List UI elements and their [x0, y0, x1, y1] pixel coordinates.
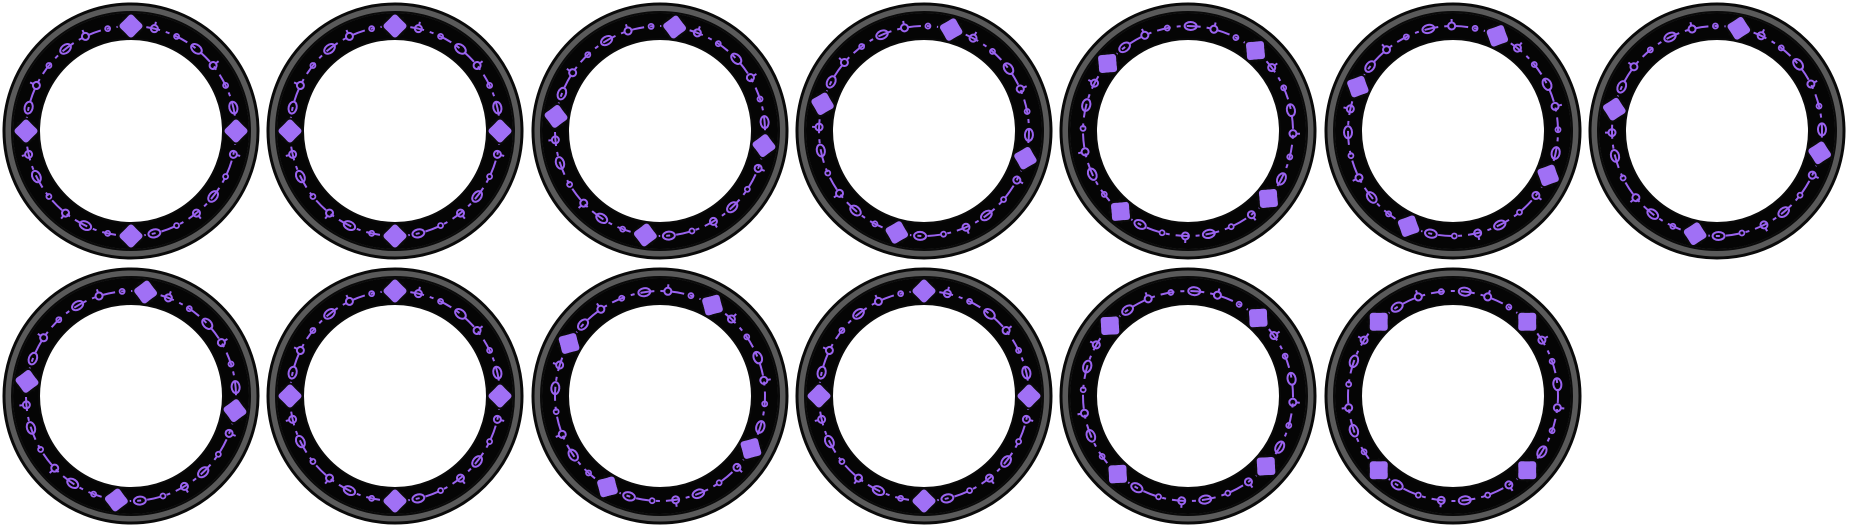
ring-graphic	[1324, 267, 1582, 525]
gem-icon	[276, 117, 304, 145]
magic-ring-sprite	[0, 265, 262, 527]
gem-icon	[661, 13, 689, 41]
gem-icon	[1395, 213, 1422, 239]
gem-icon	[1600, 95, 1628, 123]
ring-graphic	[266, 2, 524, 260]
magic-ring-sprite	[1322, 265, 1584, 527]
gem-icon	[1514, 457, 1541, 484]
magic-ring-sprite	[793, 0, 1055, 262]
gem-icon	[1484, 23, 1511, 49]
ring-graphic	[1059, 267, 1317, 525]
ring-graphic	[795, 2, 1053, 260]
gem-icon	[750, 132, 778, 160]
gem-icon	[910, 487, 938, 515]
gem-icon	[883, 219, 911, 246]
gem-icon	[1514, 308, 1541, 335]
magic-ring-sprite	[264, 265, 526, 527]
gem-icon	[1096, 312, 1123, 339]
gem-icon	[1242, 37, 1269, 64]
gem-icon	[12, 117, 40, 145]
gem-icon	[221, 397, 249, 425]
gem-icon	[738, 435, 764, 462]
gem-icon	[699, 292, 726, 318]
ring-graphic	[795, 267, 1053, 525]
gem-icon	[1255, 185, 1282, 212]
gem-icon	[594, 474, 621, 500]
gem-icon	[486, 382, 514, 410]
ring-graphic	[2, 2, 260, 260]
gem-icon	[381, 12, 409, 40]
gem-icon	[1253, 453, 1280, 480]
gem-icon	[556, 330, 582, 357]
gem-icon	[805, 382, 833, 410]
ring-graphic	[2, 267, 260, 525]
ring-graphic	[1059, 2, 1317, 260]
ring-graphic	[531, 2, 789, 260]
gem-icon	[1015, 382, 1043, 410]
gem-icon	[13, 367, 41, 395]
gem-icon	[132, 278, 160, 306]
gem-icon	[117, 12, 145, 40]
gem-icon	[1345, 73, 1371, 100]
magic-ring-sprite	[264, 0, 526, 262]
gem-icon	[117, 222, 145, 250]
magic-ring-sprite	[1057, 265, 1319, 527]
gem-icon	[381, 222, 409, 250]
gem-icon	[1107, 198, 1134, 225]
gem-icon	[1806, 139, 1834, 167]
magic-ring-sprite	[529, 0, 791, 262]
ring-graphic	[531, 267, 789, 525]
magic-ring-sprite	[0, 0, 262, 262]
gem-icon	[1365, 457, 1392, 484]
gem-icon	[937, 16, 965, 43]
gem-icon	[809, 90, 836, 118]
gem-icon	[910, 277, 938, 305]
gem-icon	[1012, 144, 1039, 172]
gem-icon	[486, 117, 514, 145]
gem-icon	[1365, 308, 1392, 335]
gem-icon	[1245, 304, 1272, 331]
gem-icon	[1681, 220, 1709, 248]
gem-icon	[1535, 162, 1561, 189]
magic-ring-sprite	[529, 265, 791, 527]
gem-icon	[276, 382, 304, 410]
gem-icon	[381, 487, 409, 515]
magic-ring-sprite	[1322, 0, 1584, 262]
gem-icon	[542, 102, 570, 130]
gem-icon	[1094, 50, 1121, 77]
ring-graphic	[1588, 2, 1846, 260]
ring-graphic	[266, 267, 524, 525]
gem-icon	[222, 117, 250, 145]
gem-icon	[631, 221, 659, 249]
gem-icon	[1104, 461, 1131, 488]
ring-graphic	[1324, 2, 1582, 260]
gem-icon	[102, 486, 130, 514]
gem-icon	[1725, 14, 1753, 42]
magic-ring-sprite	[1586, 0, 1848, 262]
magic-ring-sprite	[793, 265, 1055, 527]
gem-icon	[381, 277, 409, 305]
magic-ring-sprite	[1057, 0, 1319, 262]
